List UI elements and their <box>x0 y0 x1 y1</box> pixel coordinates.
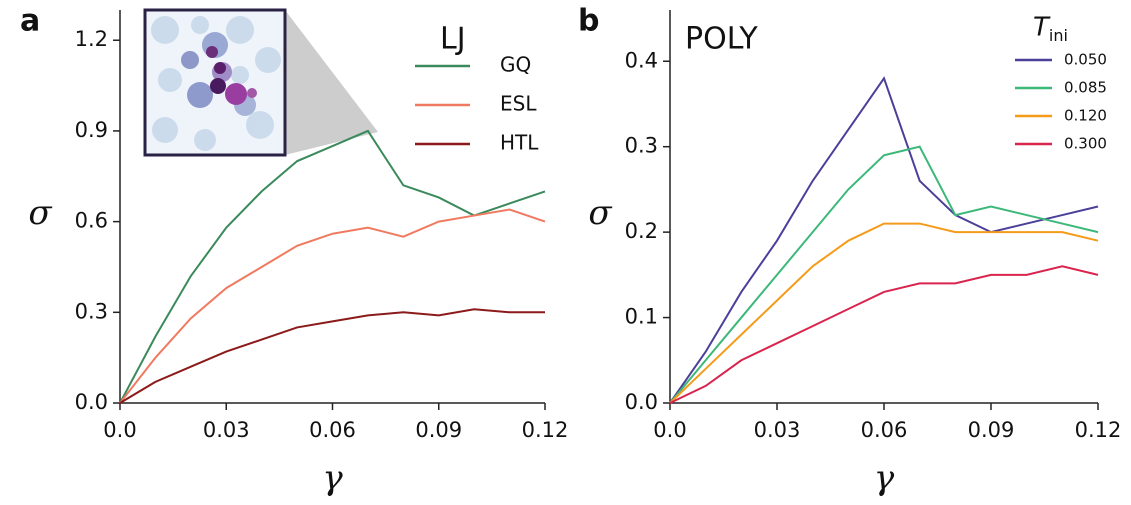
data-line <box>669 145 1099 404</box>
y-tick-label: 1.2 <box>75 27 108 51</box>
x-tick-label: 0.12 <box>1075 418 1122 442</box>
x-axis-label: γ <box>874 458 895 498</box>
x-tick-label: 0.12 <box>522 418 569 442</box>
y-tick-label: 0.2 <box>625 219 658 243</box>
y-tick-label: 0.9 <box>75 118 108 142</box>
legend-title: Tini <box>1033 13 1068 45</box>
legend-label: 0.050 <box>1064 51 1107 69</box>
legend-label: 0.120 <box>1064 107 1107 125</box>
data-line <box>119 129 546 404</box>
x-tick-label: 0.09 <box>968 418 1015 442</box>
inset-particles <box>151 16 281 151</box>
data-line <box>669 222 1099 404</box>
inset <box>143 8 378 157</box>
x-tick-label: 0.06 <box>309 418 356 442</box>
y-tick-label: 0.3 <box>625 134 658 158</box>
y-tick-label: 0.6 <box>75 209 108 233</box>
data-line <box>119 208 546 404</box>
y-axis-label: σ <box>588 193 612 233</box>
y-tick-label: 0.3 <box>75 299 108 323</box>
x-tick-label: 0.0 <box>103 418 136 442</box>
data-line <box>669 76 1099 404</box>
x-tick-label: 0.0 <box>653 418 686 442</box>
y-tick-label: 0.1 <box>625 305 658 329</box>
legend-label: 0.300 <box>1064 135 1107 153</box>
y-tick-label: 0.4 <box>625 48 658 72</box>
x-tick-label: 0.03 <box>203 418 250 442</box>
inset-wedge <box>285 10 378 155</box>
panel-label: b <box>578 4 599 39</box>
legend-label: GQ <box>500 53 531 77</box>
panel-title: LJ <box>440 22 466 57</box>
legend-label: ESL <box>500 92 537 116</box>
x-tick-label: 0.09 <box>415 418 462 442</box>
y-tick-label: 0.0 <box>625 390 658 414</box>
x-axis-label: γ <box>322 458 343 498</box>
data-line <box>119 308 545 404</box>
y-axis-label: σ <box>28 193 52 233</box>
y-tick-label: 0.0 <box>75 390 108 414</box>
panel-title: POLY <box>685 22 758 57</box>
inset-core <box>181 32 257 116</box>
panel-label: a <box>20 4 40 39</box>
x-tick-label: 0.03 <box>754 418 801 442</box>
legend-label: HTL <box>500 131 539 155</box>
legend-label: 0.085 <box>1064 79 1107 97</box>
x-tick-label: 0.06 <box>861 418 908 442</box>
legend-title-sub: ini <box>1049 26 1068 45</box>
data-line <box>669 265 1099 404</box>
